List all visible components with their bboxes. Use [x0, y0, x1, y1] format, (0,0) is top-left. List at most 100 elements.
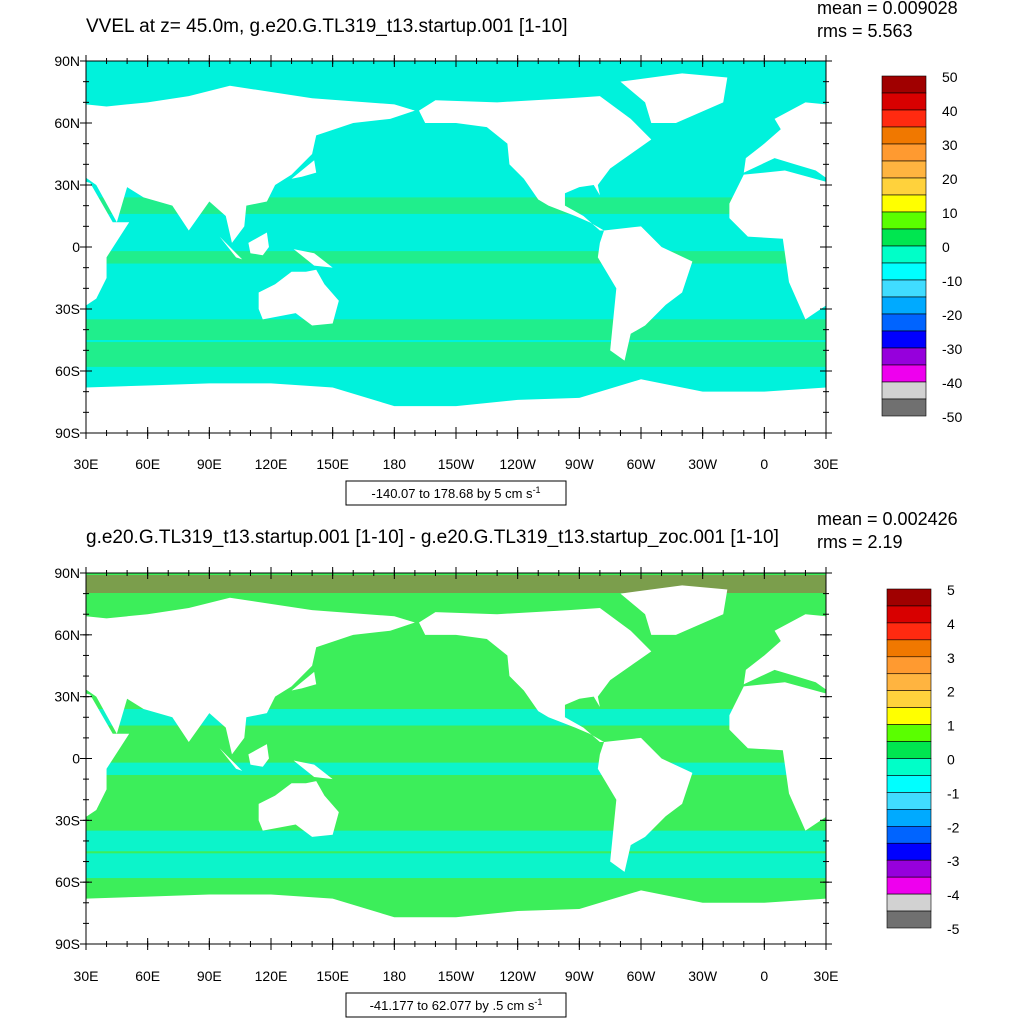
colorbar-box: [886, 758, 932, 776]
land: [248, 232, 269, 256]
lat-label: 0: [72, 751, 80, 767]
land: [291, 671, 317, 691]
lat-label: 60N: [54, 627, 80, 643]
colorbar-box: [881, 313, 927, 332]
colorbar-label: 40: [942, 103, 958, 119]
colorbar-box: [881, 194, 927, 213]
colorbar-label: 1: [947, 718, 955, 734]
colorbar-label: -20: [942, 307, 962, 323]
lon-label: 30E: [74, 968, 99, 984]
lat-label: 30N: [54, 177, 80, 193]
land: [597, 737, 693, 872]
colorbar-box: [881, 279, 927, 298]
colorbar-box: [886, 876, 932, 895]
lon-label: 90E: [197, 456, 222, 472]
lon-label: 60E: [135, 968, 160, 984]
land: [960, 748, 983, 771]
colorbar-box: [886, 859, 932, 878]
lon-label: 150W: [438, 456, 475, 472]
land: [988, 233, 1009, 256]
lat-label: 90S: [55, 936, 80, 952]
lon-label: 150E: [316, 456, 349, 472]
field-band: [86, 197, 826, 214]
colorbar-box: [886, 792, 932, 810]
land: [291, 160, 317, 179]
field-band: [86, 853, 826, 879]
lon-label: 180: [383, 968, 407, 984]
colorbar-box: [886, 639, 932, 658]
lon-label: 0: [760, 968, 768, 984]
colorbar-box: [881, 262, 927, 281]
lon-label: 60E: [135, 456, 160, 472]
info-text: -140.07 to 178.68 by 5 cm s: [371, 486, 533, 501]
lat-label: 90N: [54, 53, 80, 69]
colorbar-label: 50: [942, 69, 958, 85]
lon-label: 30E: [814, 968, 839, 984]
panel-stat: rms = 5.563: [817, 21, 913, 41]
lat-label: 0: [72, 239, 80, 255]
info-exponent: -1: [534, 997, 542, 1007]
colorbar-box: [886, 809, 932, 827]
colorbar-label: 10: [942, 205, 958, 221]
lon-label: 60W: [627, 456, 657, 472]
colorbar-box: [881, 245, 927, 264]
colorbar-label: 0: [947, 752, 955, 768]
land: [258, 269, 339, 326]
colorbar-box: [881, 160, 927, 179]
lon-label: 120E: [255, 456, 288, 472]
lat-label: 30N: [54, 689, 80, 705]
colorbar-label: 4: [947, 616, 955, 632]
lon-label: 120E: [255, 968, 288, 984]
lat-label: 30S: [55, 812, 80, 828]
lon-label: 150W: [438, 968, 475, 984]
land: [258, 781, 339, 837]
lon-label: 120W: [499, 456, 536, 472]
field-band: [86, 709, 826, 726]
colorbar-label: -10: [942, 273, 962, 289]
colorbar-box: [886, 893, 932, 912]
land: [999, 270, 1024, 326]
colorbar-box: [881, 109, 927, 128]
lon-label: 30E: [814, 456, 839, 472]
field-band: [86, 342, 826, 367]
field-band: [86, 830, 826, 852]
land: [960, 237, 983, 260]
land: [86, 379, 826, 433]
field-band: [86, 251, 826, 264]
colorbar-box: [881, 177, 927, 196]
land: [86, 597, 415, 755]
lat-label: 90N: [54, 565, 80, 581]
colorbar-label: -4: [947, 887, 960, 903]
colorbar-box: [881, 296, 927, 315]
map-field: [86, 573, 983, 944]
colorbar-box: [881, 364, 927, 383]
map-panel: VVEL at z= 45.0m, g.e20.G.TL319_t13.star…: [54, 0, 1024, 506]
map-field: [86, 61, 1024, 433]
lon-label: 30W: [688, 968, 718, 984]
colorbar-box: [886, 656, 932, 675]
land: [248, 744, 269, 767]
field-band: [86, 762, 826, 775]
panel-stat: rms = 2.19: [817, 532, 903, 552]
colorbar-label: 30: [942, 137, 958, 153]
lon-label: 90W: [565, 968, 595, 984]
land: [620, 585, 728, 635]
colorbar-label: -50: [942, 409, 962, 425]
lat-label: 60S: [55, 363, 80, 379]
lon-label: 180: [383, 456, 407, 472]
lon-label: 30W: [688, 456, 718, 472]
colorbar-box: [886, 588, 932, 607]
lat-label: 60N: [54, 115, 80, 131]
colorbar-label: -30: [942, 341, 962, 357]
colorbar-box: [881, 347, 927, 366]
land: [86, 693, 130, 817]
land: [219, 748, 243, 771]
lat-label: 30S: [55, 301, 80, 317]
colorbar-box: [881, 398, 927, 417]
land: [729, 170, 826, 320]
lon-label: 90W: [565, 456, 595, 472]
colorbar-box: [886, 910, 932, 929]
lon-label: 60W: [627, 968, 657, 984]
